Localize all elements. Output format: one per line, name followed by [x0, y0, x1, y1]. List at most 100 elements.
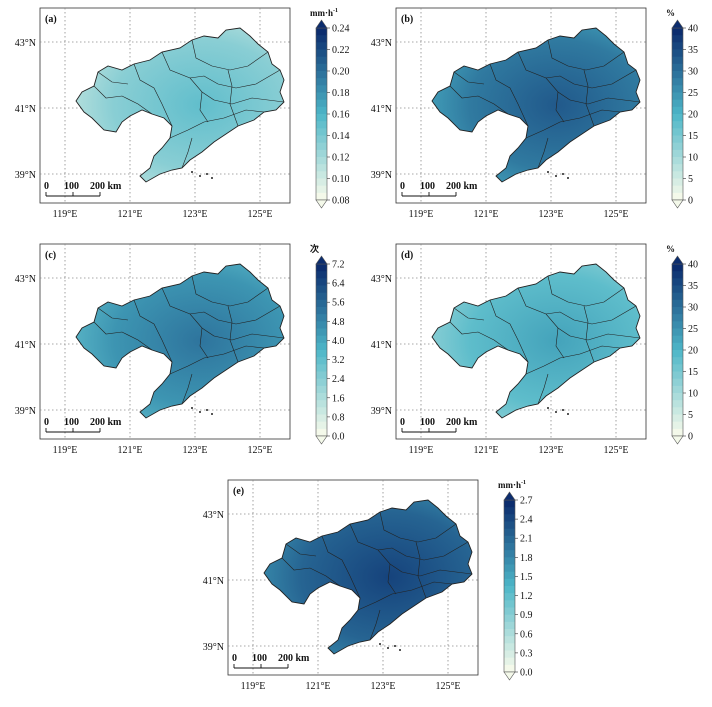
district-border — [449, 85, 509, 115]
district-border — [583, 69, 595, 127]
colorbar-tick-label: 1.6 — [332, 393, 345, 404]
lat-label: 43°N — [15, 38, 36, 49]
colorbar-tick-label: 0.18 — [332, 88, 350, 99]
district-border — [181, 137, 193, 169]
lon-label: 125°E — [247, 445, 272, 456]
scale-label: 100 — [64, 181, 79, 192]
lon-label: 123°E — [182, 445, 207, 456]
scale-label: 0 — [44, 417, 49, 428]
scale-label: 200 km — [446, 417, 478, 428]
lat-label: 39°N — [15, 406, 36, 417]
lon-label: 125°E — [247, 209, 272, 220]
district-border — [133, 63, 173, 127]
district-border — [285, 543, 317, 557]
colorbar-tick-label: 35 — [688, 45, 698, 56]
colorbar-tick-label: 0.0 — [520, 668, 533, 679]
island-mark — [567, 177, 569, 179]
island-mark — [379, 643, 381, 645]
colorbar-tick-label: 0.0 — [332, 432, 345, 443]
island-mark — [199, 411, 201, 413]
lat-label: 39°N — [371, 170, 392, 181]
map-svg-e: (e) 0 100 200 km 43°N 41°N 39°N 119°E 121°E 123°E… — [203, 479, 533, 692]
colorbar-tick-label: 5 — [688, 410, 693, 421]
lat-label: 43°N — [15, 274, 36, 285]
district-border — [555, 91, 565, 123]
district-border — [453, 307, 485, 321]
lon-label: 123°E — [538, 445, 563, 456]
colorbar-tick-label: 6.4 — [332, 279, 345, 290]
district-border — [213, 333, 285, 341]
colorbar — [315, 255, 330, 445]
scale-label: 0 — [44, 181, 49, 192]
lon-label: 121°E — [117, 209, 142, 220]
lon-label: 121°E — [473, 209, 498, 220]
district-border — [569, 333, 641, 341]
colorbar-tick-label: 30 — [688, 67, 698, 78]
colorbar-unit: % — [666, 8, 675, 18]
district-border — [189, 69, 281, 89]
scale-label: 200 km — [90, 181, 122, 192]
district-border — [379, 511, 457, 543]
island-mark — [547, 407, 549, 409]
panel-label: (d) — [401, 250, 413, 261]
colorbar-tick-label: 40 — [688, 260, 698, 271]
colorbar-tick-label: 25 — [688, 324, 698, 335]
colorbar-tick-label: 20 — [688, 346, 698, 357]
lat-label: 41°N — [371, 340, 392, 351]
scale-bar: 0 100 200 km — [44, 181, 122, 197]
district-border — [547, 39, 625, 71]
colorbar-tick-label: 10 — [688, 153, 698, 164]
colorbar-tick-label: 0.6 — [520, 629, 533, 640]
island-mark — [547, 171, 549, 173]
lat-label: 43°N — [371, 38, 392, 49]
panel-label: (b) — [401, 14, 413, 25]
colorbar-tick-label: 0 — [688, 196, 693, 207]
colorbar-tick-label: 20 — [688, 110, 698, 121]
colorbar — [671, 19, 686, 209]
colorbar-tick-label: 0.8 — [332, 412, 345, 423]
scale-label: 200 km — [446, 181, 478, 192]
scale-label: 100 — [64, 417, 79, 428]
island-mark — [399, 649, 401, 651]
lon-label: 125°E — [435, 681, 460, 692]
map-svg-a: (a) 0 100 200 km 43°N 41°N 39°N 119°E 121°E 123°E… — [15, 7, 350, 220]
island-mark — [191, 171, 193, 173]
district-border — [357, 581, 453, 611]
colorbar-unit: mm·h-1 — [498, 480, 526, 490]
colorbar-tick-label: 0.20 — [332, 67, 350, 78]
panel-label: (e) — [233, 486, 244, 497]
scale-bar: 0 100 200 km — [44, 417, 122, 433]
scale-label: 0 — [232, 653, 237, 664]
lat-label: 41°N — [203, 576, 224, 587]
colorbar-tick-label: 0.08 — [332, 196, 350, 207]
lon-label: 123°E — [370, 681, 395, 692]
island-mark — [211, 413, 213, 415]
district-border — [555, 327, 565, 359]
district-border — [525, 345, 621, 375]
colorbar-tick-label: 0 — [688, 432, 693, 443]
district-border — [227, 305, 239, 363]
lat-label: 39°N — [203, 642, 224, 653]
colorbar-tick-label: 1.5 — [520, 572, 533, 583]
district-border — [401, 569, 473, 577]
colorbar-tick-label: 2.7 — [520, 496, 533, 507]
lon-label: 119°E — [241, 681, 266, 692]
lat-label: 43°N — [203, 510, 224, 521]
colorbar-tick-label: 2.1 — [520, 534, 533, 545]
scale-label: 100 — [420, 181, 435, 192]
province-shape — [263, 499, 473, 655]
province-shape — [431, 263, 641, 419]
island-mark — [191, 407, 193, 409]
colorbar-tick-label: 0.3 — [520, 648, 533, 659]
lat-label: 41°N — [15, 340, 36, 351]
panel-b: (b) 0 100 200 km 43°N 41°N 39°N 119°E 121°E 123°E… — [356, 0, 712, 230]
lon-label: 121°E — [473, 445, 498, 456]
panel-label: (c) — [45, 250, 56, 261]
district-border — [453, 71, 485, 85]
panel-e: (e) 0 100 200 km 43°N 41°N 39°N 119°E 121°E 123°E… — [188, 472, 544, 702]
colorbar-tick-label: 15 — [688, 367, 698, 378]
district-border — [213, 97, 285, 105]
island-mark — [206, 409, 208, 411]
district-border — [583, 305, 595, 363]
